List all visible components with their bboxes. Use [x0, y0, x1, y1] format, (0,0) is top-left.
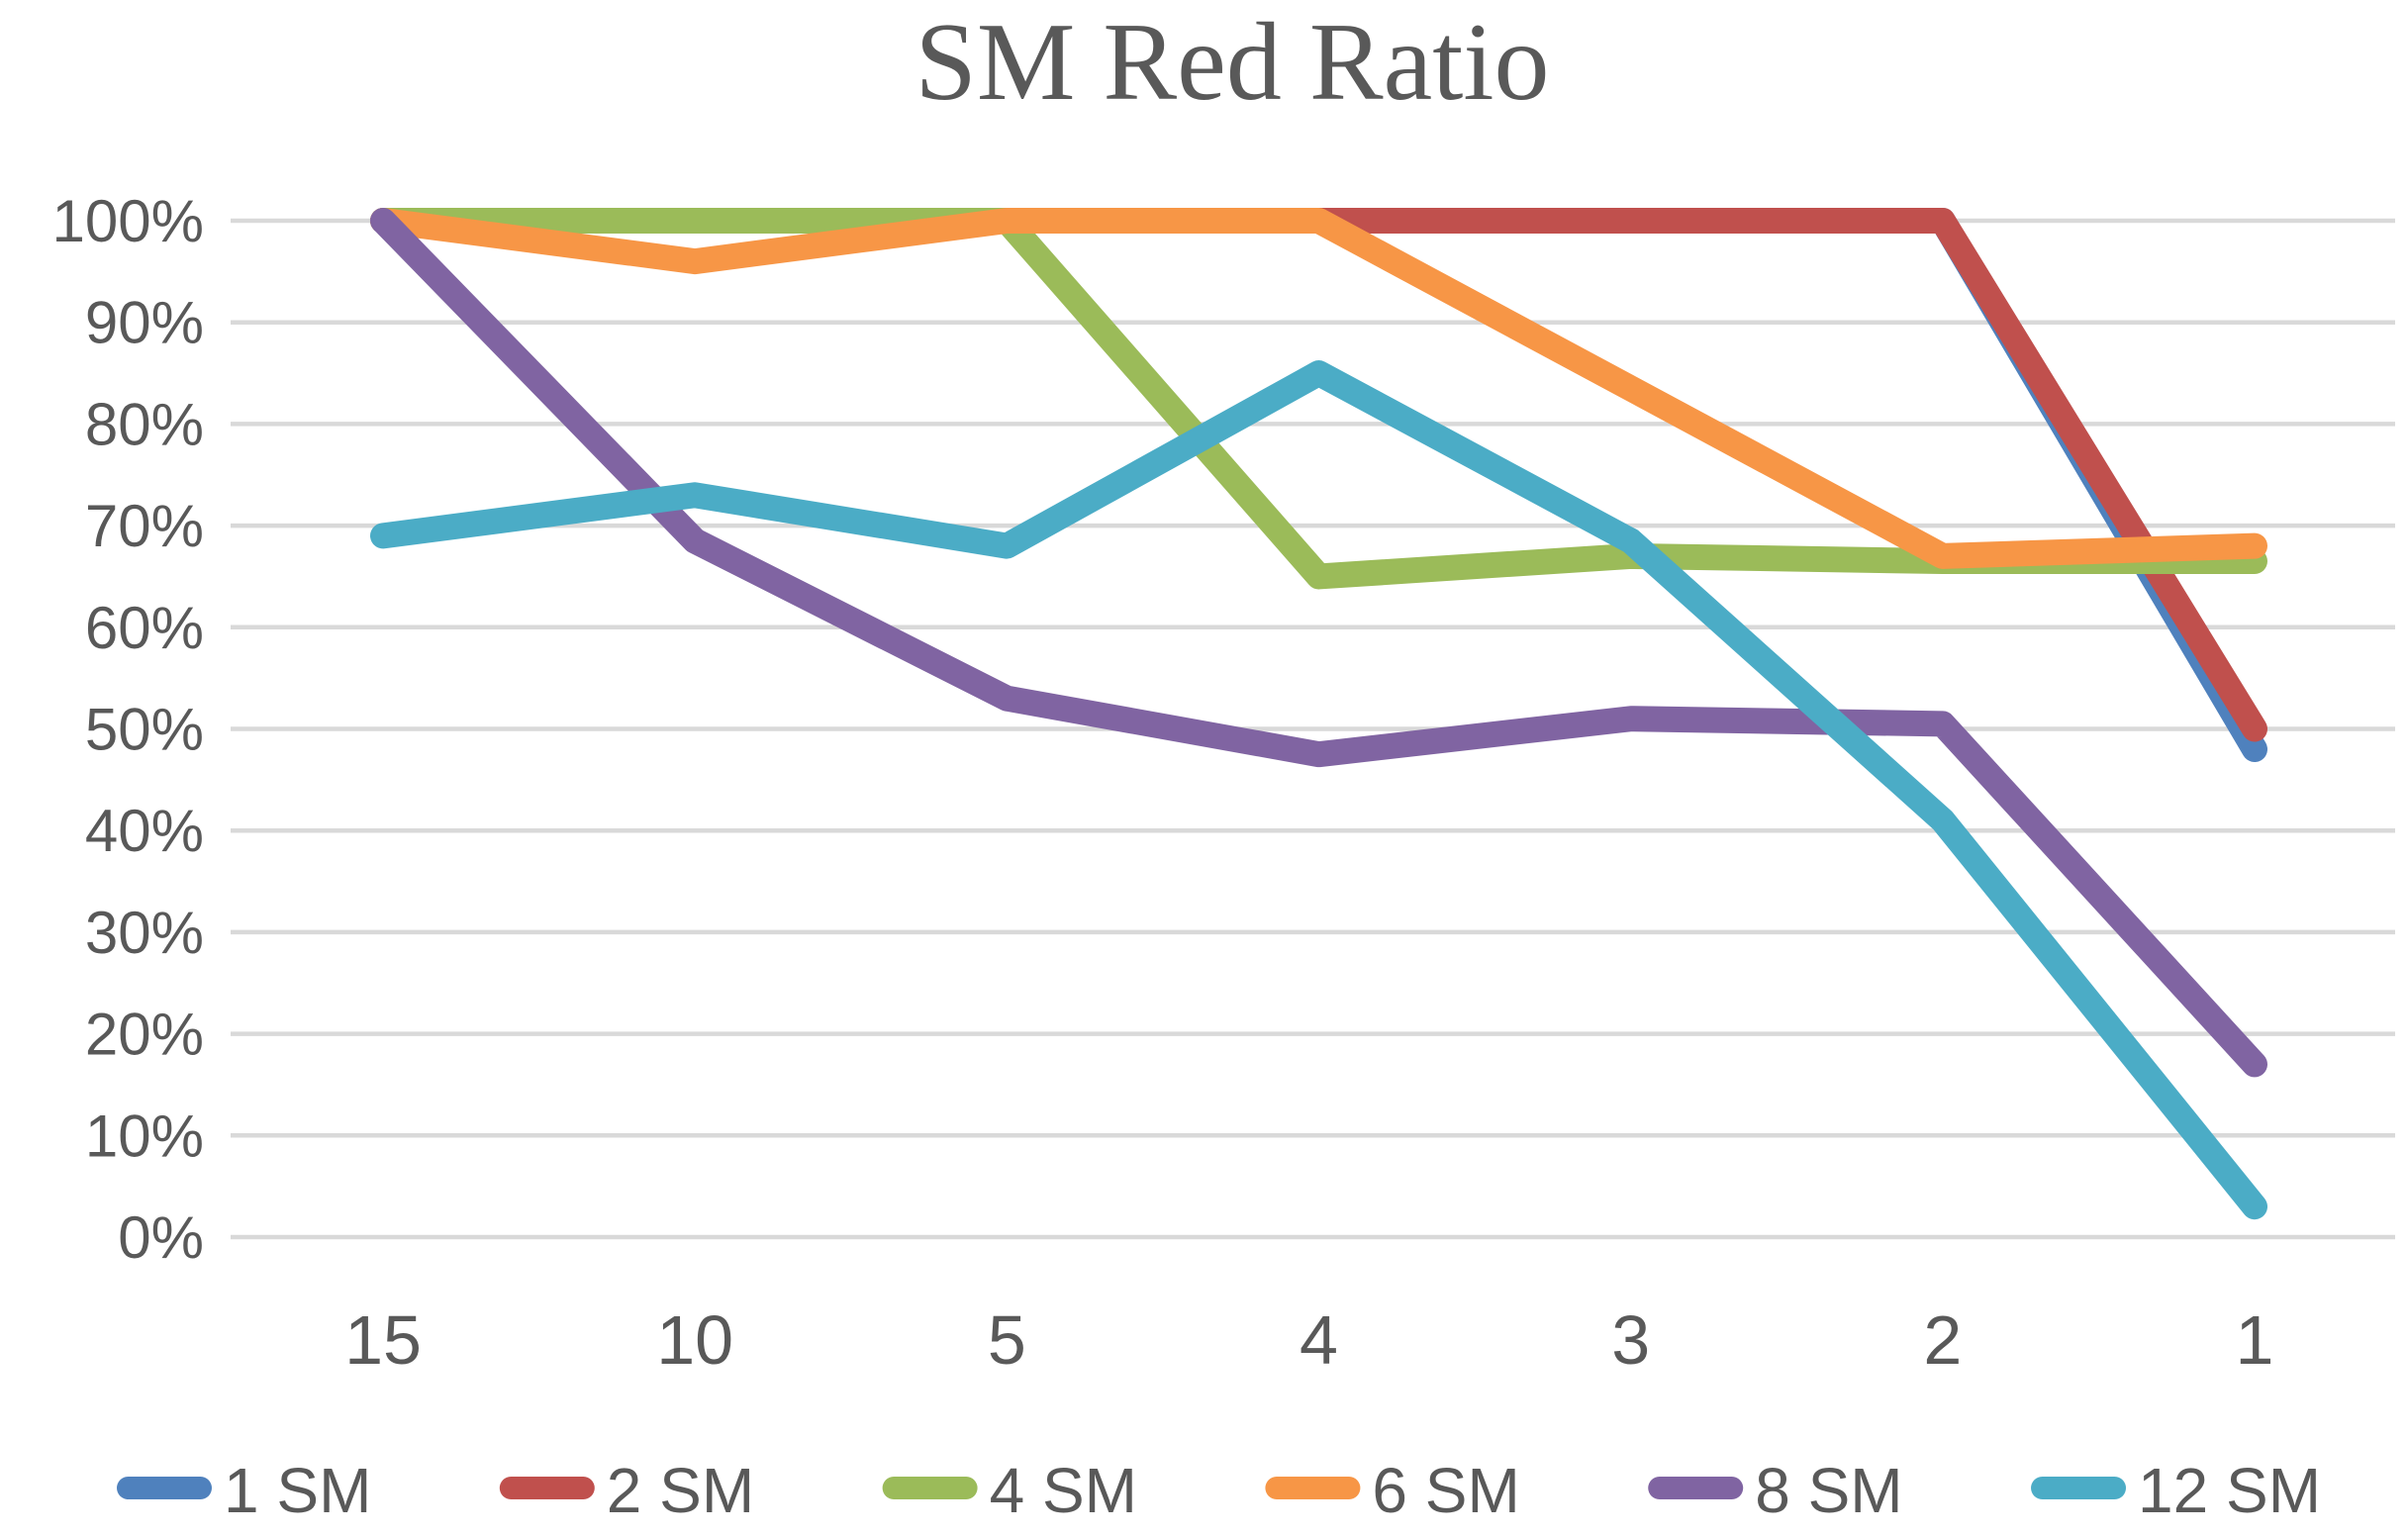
x-axis-label: 1 [2236, 1301, 2274, 1379]
y-axis-label: 70% [85, 493, 204, 559]
legend-marker [117, 1477, 212, 1499]
x-axis-label: 4 [1300, 1301, 1338, 1379]
x-axis-label: 10 [656, 1301, 733, 1379]
legend-item: 8 SM [1648, 1455, 1903, 1526]
x-axis-labels: 15 10 5 4 3 2 1 [344, 1301, 2273, 1379]
y-axis-label: 60% [85, 595, 204, 661]
legend-label: 12 SM [2138, 1455, 2321, 1526]
series-line-12-sm [370, 360, 2267, 1220]
x-axis-label: 15 [344, 1301, 422, 1379]
legend-item: 6 SM [1265, 1455, 1520, 1526]
legend-marker [882, 1477, 978, 1499]
legend-item: 12 SM [2031, 1455, 2321, 1526]
legend-label: 2 SM [607, 1455, 754, 1526]
y-axis-labels: 0% 10% 20% 30% 40% 50% 60% 70% 80% 90% 100% [52, 188, 204, 1271]
y-axis-label: 100% [52, 188, 204, 254]
series-line-8-sm [370, 208, 2267, 1078]
legend-item: 1 SM [117, 1455, 371, 1526]
x-axis-label: 5 [988, 1301, 1026, 1379]
legend-item: 4 SM [882, 1455, 1137, 1526]
legend-marker [2031, 1477, 2127, 1499]
y-axis-label: 50% [85, 697, 204, 763]
y-axis-label: 80% [85, 391, 204, 457]
legend-marker [1648, 1477, 1744, 1499]
series-lines [370, 208, 2267, 1220]
y-axis-label: 90% [85, 290, 204, 356]
legend-label: 4 SM [990, 1455, 1137, 1526]
legend-marker [1265, 1477, 1361, 1499]
y-axis-label: 10% [85, 1103, 204, 1169]
x-axis-label: 3 [1611, 1301, 1650, 1379]
x-axis-label: 2 [1923, 1301, 1962, 1379]
series-line-6-sm [370, 208, 2267, 569]
y-axis-label: 0% [118, 1204, 204, 1271]
legend-item: 2 SM [499, 1455, 754, 1526]
legend-label: 8 SM [1755, 1455, 1902, 1526]
legend-label: 1 SM [224, 1455, 371, 1526]
chart-title: SM Red Ratio [915, 1, 1550, 124]
y-axis-label: 30% [85, 900, 204, 966]
y-axis-label: 20% [85, 1002, 204, 1068]
legend: 1 SM 2 SM 4 SM 6 SM 8 SM 12 SM [117, 1455, 2321, 1526]
y-axis-label: 40% [85, 798, 204, 864]
legend-label: 6 SM [1372, 1455, 1519, 1526]
legend-marker [499, 1477, 595, 1499]
